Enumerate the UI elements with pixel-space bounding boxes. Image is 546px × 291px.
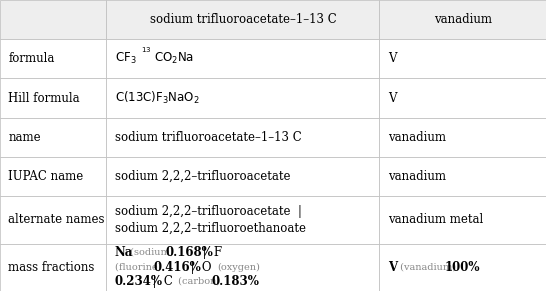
Text: sodium 2,2,2–trifluoroacetate: sodium 2,2,2–trifluoroacetate [115,170,290,183]
Bar [0,196,106,244]
Bar [379,196,546,244]
Text: |  O: | O [183,261,216,274]
Bar [379,118,546,157]
Text: (fluorine): (fluorine) [115,263,164,272]
Text: vanadium: vanadium [388,131,446,144]
Bar [379,157,546,196]
Bar [106,196,379,244]
Bar [379,39,546,78]
Text: sodium trifluoroacetate–1–13 C: sodium trifluoroacetate–1–13 C [150,13,336,26]
Bar [106,157,379,196]
Text: (sodium): (sodium) [127,248,176,257]
Text: $\mathregular{CF_3}$: $\mathregular{CF_3}$ [115,51,136,66]
Text: sodium trifluoroacetate–1–13 C: sodium trifluoroacetate–1–13 C [115,131,301,144]
Bar [0,118,106,157]
Text: vanadium: vanadium [434,13,492,26]
Bar [0,78,106,118]
Text: $\mathregular{C(13C)F_3NaO_2}$: $\mathregular{C(13C)F_3NaO_2}$ [115,90,199,106]
Bar [106,0,379,39]
Text: Na: Na [115,246,133,259]
Bar [106,244,379,291]
Text: 0.234%: 0.234% [115,275,163,288]
Text: (vanadium): (vanadium) [397,263,460,272]
Text: 0.168%: 0.168% [165,246,213,259]
Text: $\mathregular{CO_2}$Na: $\mathregular{CO_2}$Na [154,51,194,66]
Text: sodium 2,2,2–trifluoroethanoate: sodium 2,2,2–trifluoroethanoate [115,222,306,235]
Bar [379,78,546,118]
Text: name: name [8,131,41,144]
Text: (oxygen): (oxygen) [217,263,260,272]
Bar [0,39,106,78]
Bar [106,118,379,157]
Text: $\mathregular{^{13}}$: $\mathregular{^{13}}$ [141,47,151,57]
Bar [106,78,379,118]
Text: sodium 2,2,2–trifluoroacetate  |: sodium 2,2,2–trifluoroacetate | [115,205,301,218]
Text: |  C: | C [145,275,176,288]
Text: V: V [388,52,396,65]
Bar [379,0,546,39]
Bar [379,244,546,291]
Text: IUPAC name: IUPAC name [8,170,84,183]
Text: vanadium: vanadium [388,170,446,183]
Text: |  F: | F [195,246,222,259]
Text: Hill formula: Hill formula [8,92,80,104]
Text: 0.416%: 0.416% [154,261,201,274]
Text: formula: formula [8,52,55,65]
Bar [0,0,106,39]
Bar [0,157,106,196]
Text: 0.183%: 0.183% [212,275,260,288]
Text: (carbon): (carbon) [175,277,224,286]
Text: 100%: 100% [445,261,480,274]
Text: vanadium metal: vanadium metal [388,213,483,226]
Text: mass fractions: mass fractions [8,261,94,274]
Text: V: V [388,92,396,104]
Text: V: V [388,261,397,274]
Text: alternate names: alternate names [8,213,105,226]
Bar [106,39,379,78]
Bar [0,244,106,291]
